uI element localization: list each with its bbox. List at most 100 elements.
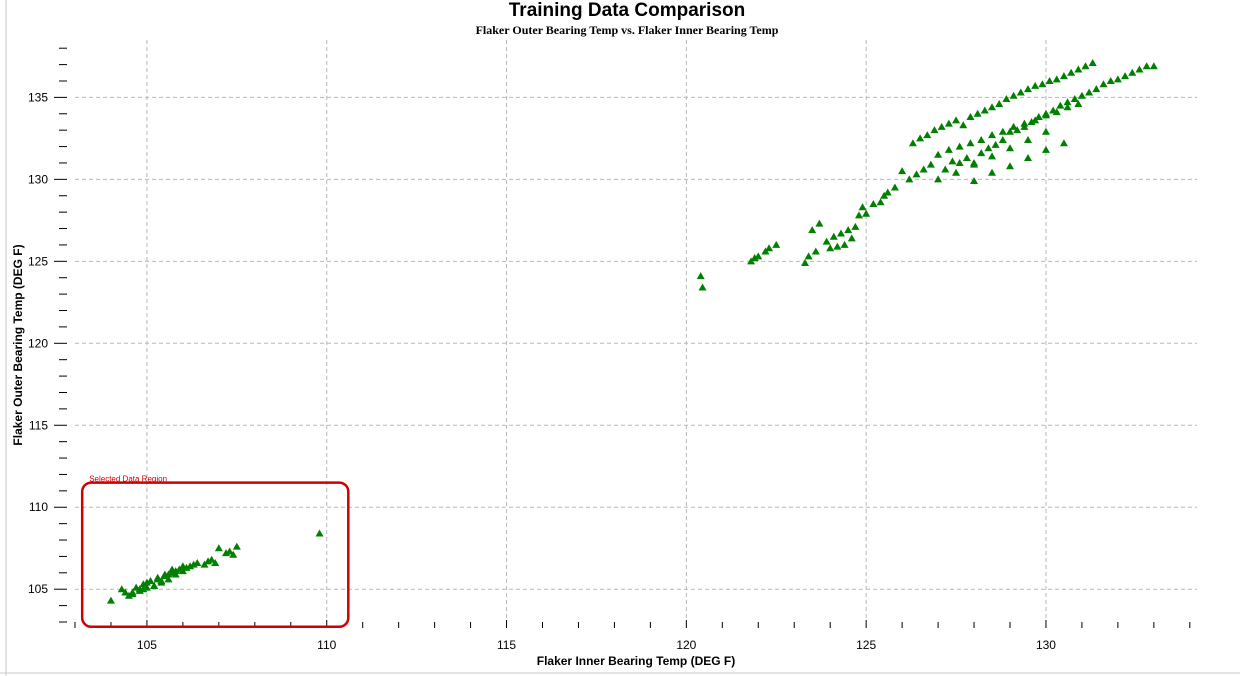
data-point-triangle — [833, 242, 842, 250]
data-point-triangle — [153, 573, 162, 581]
data-point-triangle — [952, 116, 961, 124]
x-tick-label: 125 — [856, 638, 876, 652]
data-point-triangle — [1052, 108, 1061, 116]
data-point-triangle — [1045, 76, 1054, 84]
x-tick-label: 120 — [676, 638, 696, 652]
data-point-triangle — [919, 165, 928, 173]
data-points — [106, 58, 1158, 604]
data-point-triangle — [1077, 91, 1086, 99]
x-tick-label: 130 — [1036, 638, 1056, 652]
data-point-triangle — [1088, 58, 1097, 66]
data-point-triangle — [988, 131, 997, 139]
data-point-triangle — [189, 560, 198, 568]
data-point-triangle — [164, 575, 173, 583]
data-point-triangle — [1074, 65, 1083, 73]
data-point-triangle — [1006, 162, 1014, 170]
grid — [75, 40, 1197, 622]
data-point-triangle — [1006, 144, 1014, 152]
data-point-triangle — [1074, 99, 1083, 107]
data-point-triangle — [941, 165, 950, 173]
data-point-triangle — [829, 232, 838, 240]
y-tick-label: 110 — [29, 500, 48, 514]
data-point-triangle — [811, 247, 820, 255]
data-point-triangle — [1009, 122, 1018, 130]
data-point-triangle — [178, 562, 187, 570]
data-point-triangle — [1006, 127, 1014, 135]
data-point-triangle — [998, 136, 1007, 144]
data-point-triangle — [1023, 85, 1032, 93]
data-point-triangle — [926, 160, 935, 168]
data-point-triangle — [1038, 80, 1047, 88]
data-point-triangle — [862, 209, 871, 217]
y-tick-label: 105 — [28, 582, 48, 596]
data-point-triangle — [1059, 139, 1068, 147]
data-point-triangle — [1023, 154, 1032, 162]
data-point-triangle — [973, 109, 982, 117]
data-point-triangle — [808, 226, 817, 234]
data-point-triangle — [908, 139, 917, 147]
data-point-triangle — [970, 160, 979, 168]
data-point-triangle — [988, 152, 997, 160]
data-point-triangle — [168, 565, 177, 573]
data-point-triangle — [854, 211, 863, 219]
data-point-triangle — [977, 149, 986, 157]
data-point-triangle — [995, 99, 1004, 107]
data-point-triangle — [698, 283, 707, 291]
x-tick-label: 110 — [317, 638, 336, 652]
data-point-triangle — [211, 558, 220, 566]
data-point-triangle — [1092, 85, 1101, 93]
data-point-triangle — [970, 176, 979, 184]
data-point-triangle — [844, 226, 853, 234]
data-point-triangle — [962, 154, 971, 162]
data-point-triangle — [944, 145, 953, 153]
data-point-triangle — [150, 581, 159, 589]
data-point-triangle — [1113, 75, 1122, 83]
data-point-triangle — [977, 136, 986, 144]
data-point-triangle — [315, 529, 324, 537]
data-point-triangle — [836, 229, 845, 237]
y-tick-label: 135 — [28, 90, 48, 104]
data-point-triangle — [1056, 101, 1065, 109]
data-point-triangle — [1099, 80, 1108, 88]
data-point-triangle — [1020, 119, 1029, 127]
data-point-triangle — [1149, 62, 1158, 70]
data-point-triangle — [966, 139, 975, 147]
data-point-triangle — [991, 140, 1000, 148]
data-point-triangle — [1041, 127, 1050, 135]
data-point-triangle — [930, 126, 939, 134]
data-point-triangle — [883, 188, 892, 196]
data-point-triangle — [826, 244, 835, 252]
selected-data-region-box[interactable] — [80, 481, 350, 628]
data-point-triangle — [898, 167, 907, 175]
data-point-triangle — [128, 590, 137, 598]
data-point-triangle — [106, 596, 115, 604]
x-tick-label: 115 — [497, 638, 516, 652]
data-point-triangle — [1023, 136, 1032, 144]
data-point-triangle — [955, 142, 964, 150]
data-point-triangle — [1063, 98, 1072, 106]
data-point-triangle — [801, 258, 810, 266]
data-point-triangle — [121, 588, 130, 596]
data-point-triangle — [1009, 91, 1018, 99]
chart-subtitle: Flaker Outer Bearing Temp vs. Flaker Inn… — [476, 23, 779, 37]
data-point-triangle — [1121, 72, 1130, 80]
data-point-triangle — [937, 122, 946, 130]
data-point-triangle — [847, 234, 856, 242]
data-point-triangle — [912, 170, 921, 178]
data-point-triangle — [916, 134, 925, 142]
data-point-triangle — [923, 131, 932, 139]
y-tick-label: 115 — [29, 418, 48, 432]
y-tick-label: 120 — [28, 336, 48, 350]
data-point-triangle — [117, 585, 126, 593]
data-point-triangle — [966, 113, 975, 121]
data-point-triangle — [1063, 103, 1072, 111]
data-point-triangle — [822, 237, 831, 245]
data-point-triangle — [869, 199, 878, 207]
data-point-triangle — [1031, 116, 1040, 124]
data-point-triangle — [1070, 95, 1079, 103]
data-point-triangle — [984, 144, 993, 152]
data-point-triangle — [1034, 113, 1043, 121]
data-point-triangle — [1002, 95, 1011, 103]
data-point-triangle — [204, 557, 213, 565]
